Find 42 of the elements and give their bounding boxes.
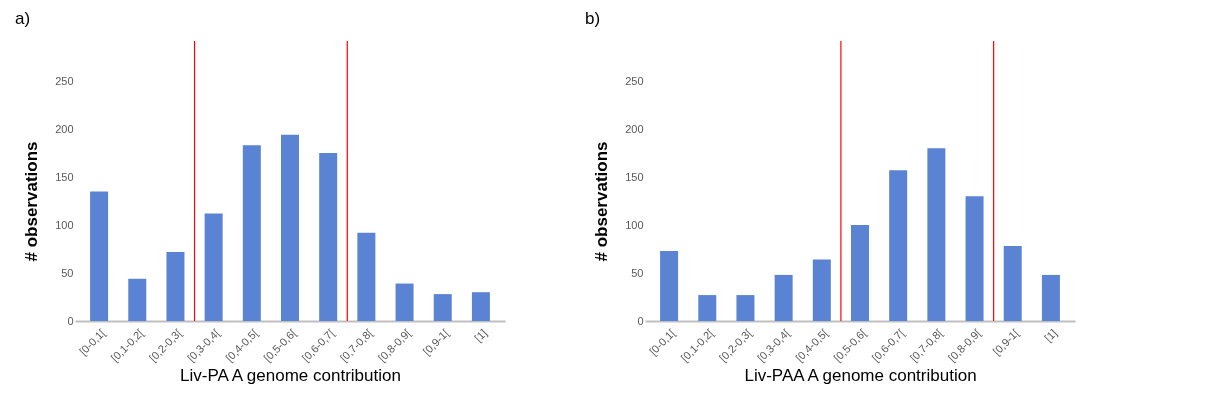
bar — [319, 153, 338, 321]
bar — [1041, 274, 1060, 321]
bar — [204, 213, 223, 321]
y-tick-label: 150 — [55, 170, 74, 183]
bar — [851, 225, 869, 321]
bar — [471, 292, 490, 321]
bar — [812, 259, 831, 321]
y-tick-label: 150 — [625, 170, 644, 183]
y-tick-label: 200 — [55, 122, 74, 135]
bar — [889, 170, 908, 321]
bar — [433, 294, 452, 321]
bar — [965, 196, 984, 321]
chart-title: b) — [585, 9, 601, 29]
y-tick-label: 250 — [55, 74, 74, 87]
bar — [242, 145, 261, 321]
x-axis-title: Liv-PA A genome contribution — [180, 365, 401, 385]
y-axis-title: # observations — [22, 141, 42, 262]
bar — [90, 191, 109, 321]
bar — [660, 250, 679, 321]
bar — [128, 278, 147, 321]
y-tick-label: 0 — [637, 314, 644, 327]
y-tick-label: 100 — [55, 218, 74, 231]
bar — [1003, 246, 1022, 321]
bar — [281, 134, 299, 321]
chart-title: a) — [15, 9, 31, 29]
bar — [736, 295, 755, 321]
x-tick-label: [1] — [1042, 326, 1060, 344]
y-tick-label: 100 — [625, 218, 644, 231]
bar — [698, 295, 717, 321]
bar — [357, 232, 376, 321]
x-axis-title: Liv-PAA A genome contribution — [744, 365, 977, 385]
y-tick-label: 50 — [61, 266, 74, 279]
bar — [774, 274, 793, 321]
y-tick-label: 0 — [67, 314, 74, 327]
y-tick-label: 250 — [625, 74, 644, 87]
x-tick-label: [1] — [472, 326, 490, 344]
y-tick-label: 200 — [625, 122, 644, 135]
y-tick-label: 50 — [631, 266, 644, 279]
y-axis-title: # observations — [592, 141, 612, 262]
bar — [166, 251, 185, 321]
bar — [927, 148, 946, 321]
bar — [395, 283, 414, 321]
